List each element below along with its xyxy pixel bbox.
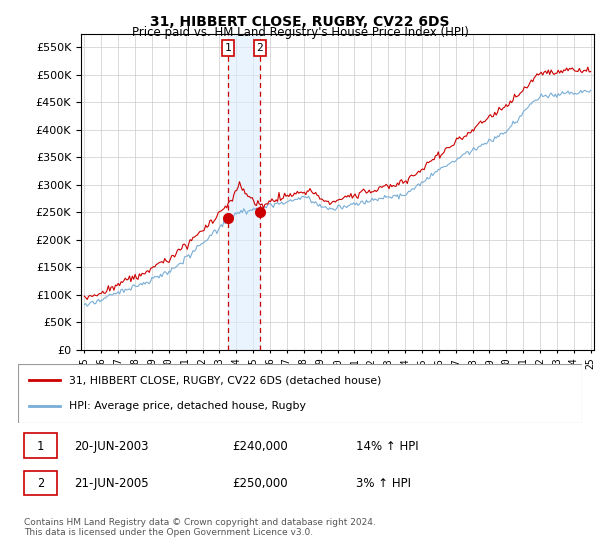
Text: 31, HIBBERT CLOSE, RUGBY, CV22 6DS (detached house): 31, HIBBERT CLOSE, RUGBY, CV22 6DS (deta… (69, 375, 381, 385)
Bar (23, 433, 58, 458)
Text: 1: 1 (37, 440, 44, 453)
Text: 20-JUN-2003: 20-JUN-2003 (74, 440, 149, 453)
Text: 14% ↑ HPI: 14% ↑ HPI (356, 440, 419, 453)
Text: 21-JUN-2005: 21-JUN-2005 (74, 477, 149, 490)
Bar (23, 470, 58, 495)
Text: 1: 1 (224, 43, 231, 53)
Text: Price paid vs. HM Land Registry's House Price Index (HPI): Price paid vs. HM Land Registry's House … (131, 26, 469, 39)
Text: HPI: Average price, detached house, Rugby: HPI: Average price, detached house, Rugb… (69, 402, 305, 412)
Text: Contains HM Land Registry data © Crown copyright and database right 2024.
This d: Contains HM Land Registry data © Crown c… (24, 518, 376, 538)
Text: 2: 2 (257, 43, 263, 53)
Text: £240,000: £240,000 (232, 440, 288, 453)
Text: 3% ↑ HPI: 3% ↑ HPI (356, 477, 412, 490)
Text: £250,000: £250,000 (232, 477, 288, 490)
Text: 2: 2 (37, 477, 44, 490)
Text: 31, HIBBERT CLOSE, RUGBY, CV22 6DS: 31, HIBBERT CLOSE, RUGBY, CV22 6DS (150, 15, 450, 29)
Bar (228, 34, 260, 350)
